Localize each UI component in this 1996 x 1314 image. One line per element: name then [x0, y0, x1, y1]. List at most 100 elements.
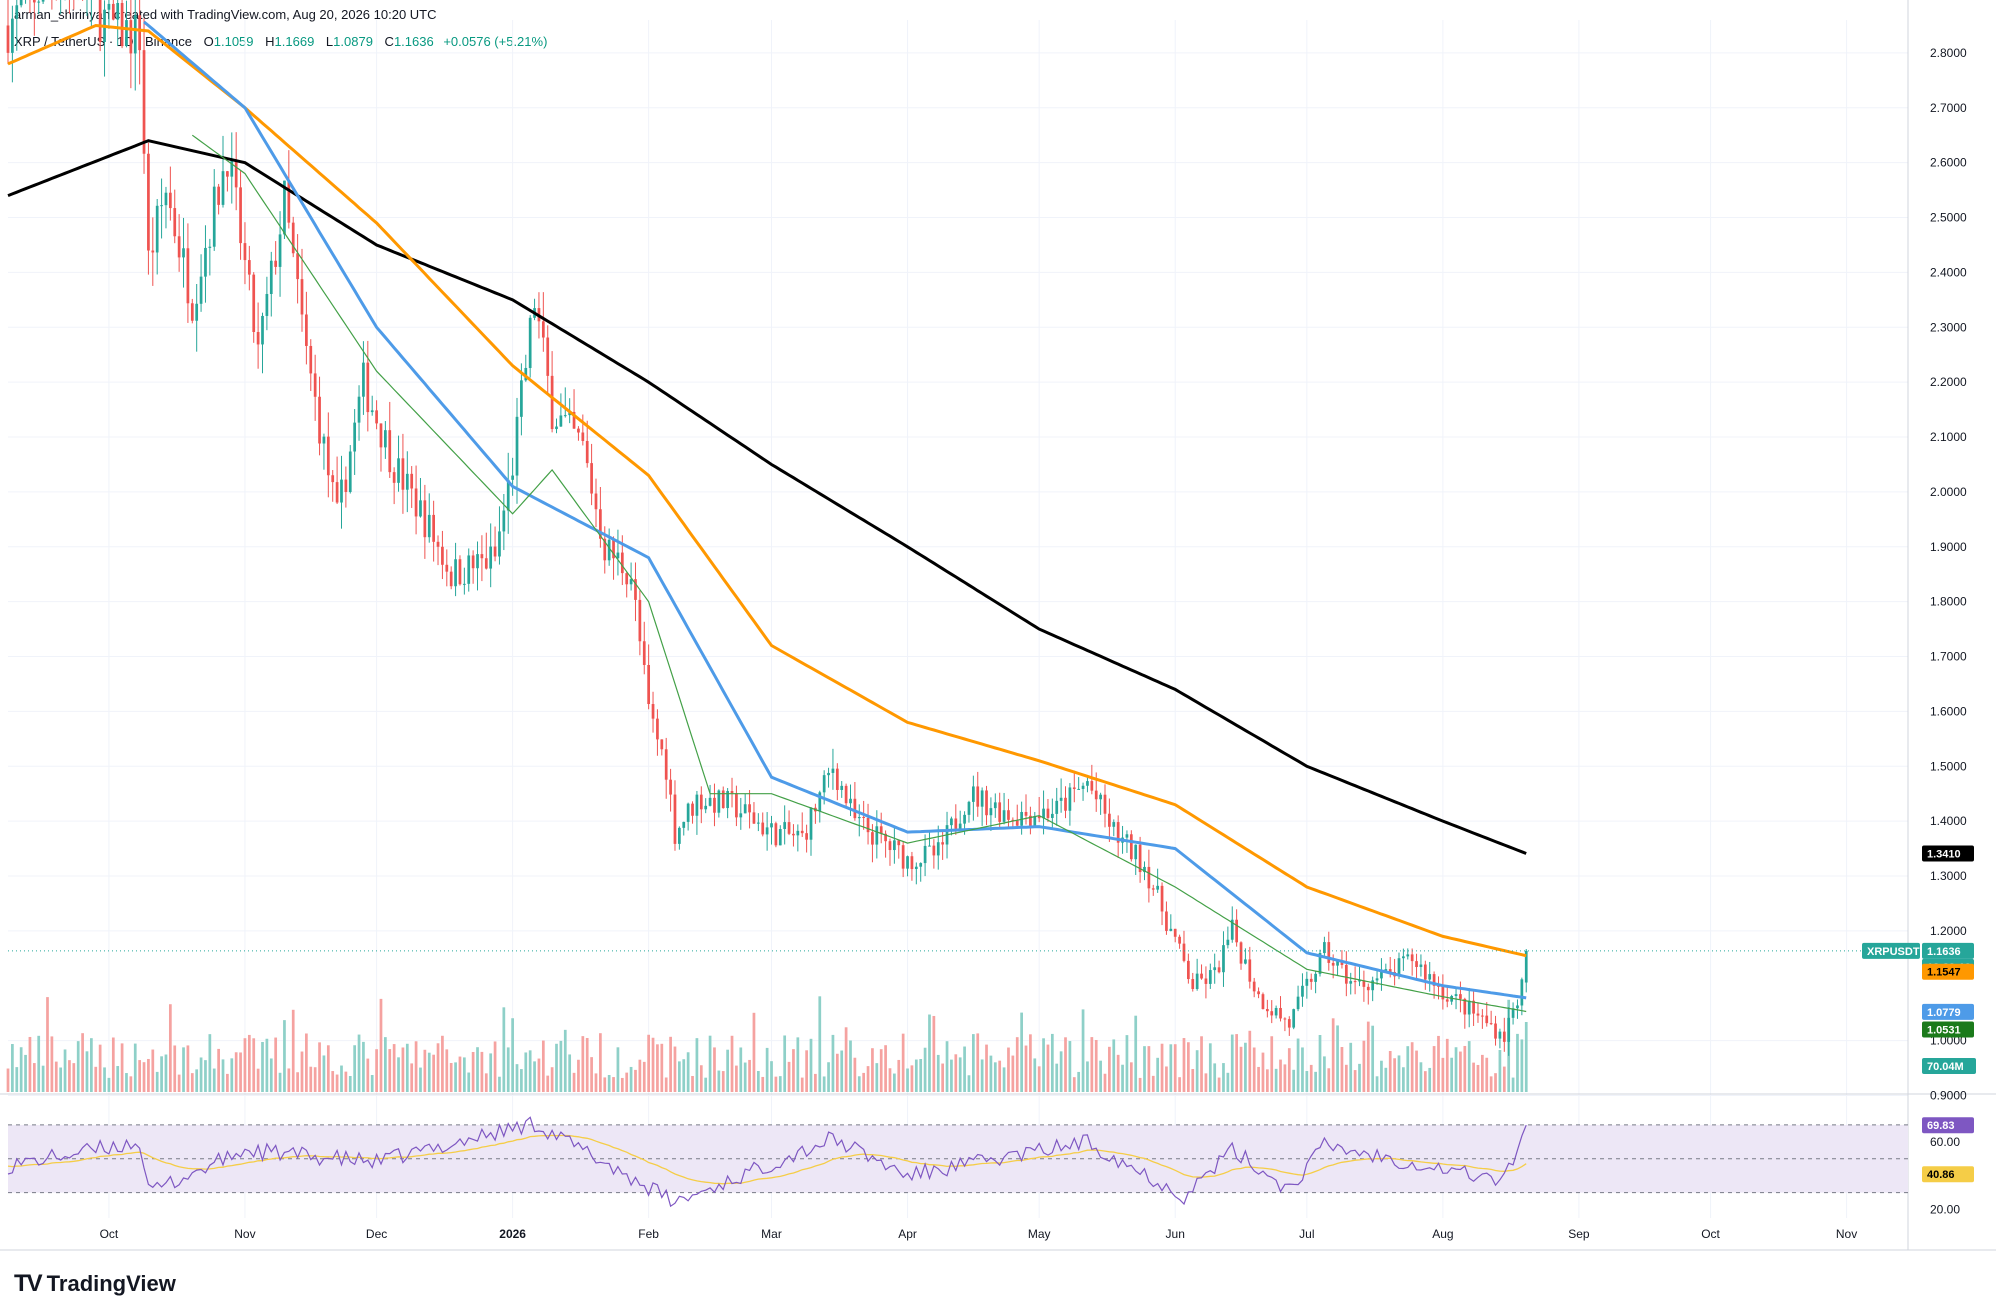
candle-body	[1081, 785, 1085, 789]
volume-bar	[704, 1077, 708, 1092]
volume-bar	[1380, 1060, 1383, 1092]
volume-bar	[559, 1040, 563, 1092]
candle-body	[1406, 954, 1410, 957]
volume-bar	[1305, 1071, 1309, 1092]
candle-body	[1331, 962, 1335, 966]
candle-body	[1423, 964, 1427, 980]
volume-bar	[221, 1059, 225, 1092]
volume-bar	[783, 1035, 787, 1092]
symbol-title[interactable]: XRP / TetherUS · 1D · Binance	[14, 34, 192, 49]
candle-body	[1151, 888, 1155, 890]
price-tick-label: 1.9000	[1930, 540, 1967, 554]
volume-bar	[713, 1047, 716, 1092]
time-tick-label: Oct	[100, 1227, 119, 1241]
volume-bar	[778, 1076, 782, 1092]
volume-bar	[989, 1055, 993, 1092]
candle-body	[669, 779, 672, 795]
tradingview-brand[interactable]: TV TradingView	[14, 1270, 176, 1298]
volume-bar	[1178, 1077, 1181, 1092]
price-tick-label: 2.7000	[1930, 101, 1967, 115]
candle-body	[186, 248, 190, 304]
volume-bar	[1419, 1062, 1423, 1092]
price-tick-label: 1.4000	[1930, 814, 1967, 828]
rsi-tick-label: 20.00	[1930, 1203, 1960, 1217]
candle-body	[1384, 969, 1388, 971]
price-tick-label: 2.6000	[1930, 156, 1967, 170]
candle-body	[840, 785, 844, 790]
candle-body	[1094, 790, 1098, 800]
volume-bar	[1020, 1012, 1023, 1092]
volume-bar	[419, 1067, 422, 1092]
candle-body	[190, 303, 194, 321]
volume-bar	[1270, 1036, 1274, 1092]
volume-bar	[520, 1069, 523, 1092]
candle-body	[1108, 813, 1111, 827]
volume-bar	[752, 1012, 756, 1092]
candle-body	[844, 785, 848, 804]
volume-bar	[849, 1040, 852, 1092]
candle-body	[1160, 885, 1164, 912]
candle-body	[278, 234, 282, 267]
volume-bar	[357, 1034, 361, 1092]
candle-body	[274, 260, 278, 267]
volume-bar	[893, 1073, 896, 1092]
candle-body	[1274, 1007, 1278, 1016]
candle-body	[778, 829, 782, 846]
candle-body	[726, 791, 729, 809]
price-tick-label: 2.0000	[1930, 485, 1967, 499]
volume-bar	[32, 1063, 36, 1092]
candle-body	[1287, 1019, 1291, 1028]
volume-bar	[15, 1067, 19, 1092]
volume-bar	[471, 1051, 475, 1092]
volume-bar	[735, 1065, 738, 1092]
volume-bar	[291, 1009, 295, 1092]
volume-bar	[234, 1052, 238, 1092]
candle-body	[822, 775, 826, 793]
candle-body	[910, 856, 914, 870]
moving-average-line	[7, 23, 1527, 958]
candle-body	[1134, 844, 1138, 860]
candle-body	[498, 531, 501, 557]
volume-bar	[1200, 1036, 1203, 1092]
volume-bar	[897, 1059, 901, 1092]
candle-body	[1178, 936, 1181, 944]
candle-body	[212, 186, 216, 247]
candle-body	[792, 833, 795, 836]
volume-bar	[914, 1059, 918, 1092]
volume-bar	[800, 1077, 804, 1092]
volume-bar	[1437, 1035, 1440, 1092]
volume-bar	[708, 1035, 712, 1092]
volume-bar	[63, 1049, 67, 1092]
candle-body	[1050, 813, 1054, 818]
candle-body	[871, 832, 874, 845]
volume-bar	[81, 1033, 84, 1092]
ma-200-tag-bg	[1922, 845, 1974, 862]
volume-bar	[256, 1068, 260, 1092]
candle-body	[1336, 961, 1339, 966]
volume-bar	[217, 1048, 220, 1092]
volume-bar	[208, 1034, 212, 1092]
volume-bar	[691, 1075, 694, 1092]
volume-bar	[1125, 1035, 1129, 1092]
volume-bar	[607, 1074, 611, 1092]
volume-bar	[147, 1058, 150, 1092]
volume-bar	[243, 1038, 247, 1092]
volume-bar	[1415, 1050, 1418, 1092]
volume-bar	[37, 1035, 41, 1092]
volume-bar	[805, 1050, 808, 1092]
candle-body	[1485, 1015, 1489, 1024]
candle-body	[682, 821, 686, 828]
volume-bar	[1002, 1067, 1006, 1092]
volume-bar	[1467, 1041, 1471, 1092]
candle-body	[559, 415, 563, 427]
candle-body	[1415, 961, 1418, 968]
volume-bar	[125, 1073, 128, 1092]
volume-bar	[24, 1054, 27, 1092]
candle-body	[1173, 928, 1177, 937]
candle-body	[629, 579, 633, 585]
candle-body	[1507, 1017, 1511, 1042]
volume-bar	[796, 1037, 800, 1092]
volume-bar	[993, 1062, 997, 1092]
volume-bar	[274, 1037, 278, 1092]
